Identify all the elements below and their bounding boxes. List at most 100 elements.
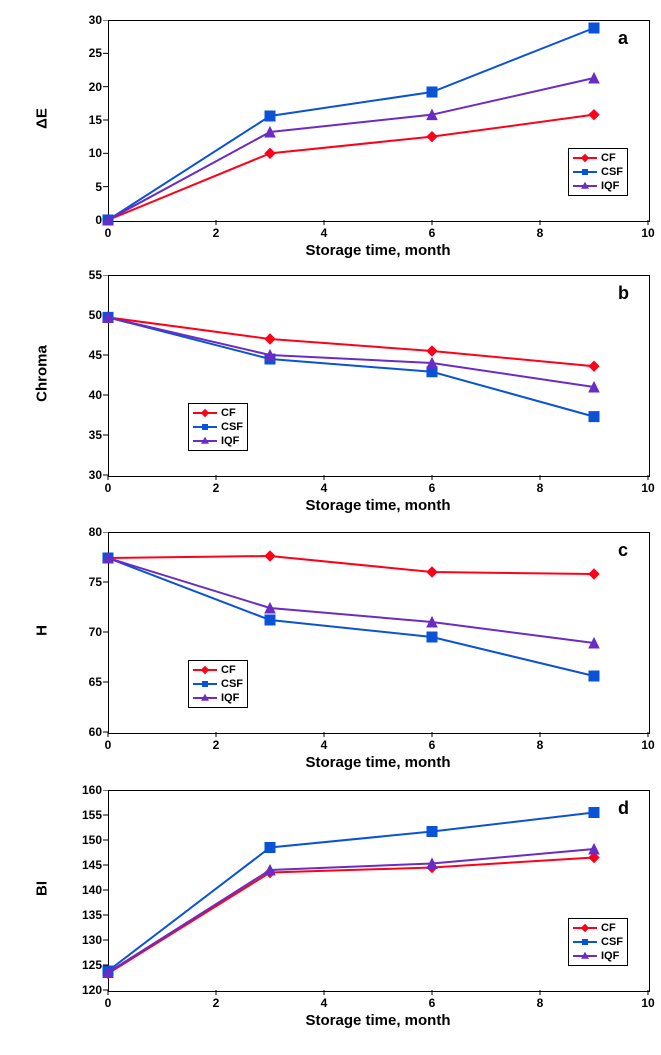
legend-line-icon: [193, 683, 217, 685]
legend-label: IQF: [221, 692, 239, 704]
y-tick-label: 70: [74, 625, 102, 639]
legend-line-icon: [193, 440, 217, 442]
x-tick-label: 4: [321, 996, 328, 1010]
chart-svg: [60, 532, 658, 742]
legend-line-icon: [573, 941, 597, 943]
legend-marker-icon: [581, 952, 589, 959]
y-axis-label: BI: [34, 859, 51, 919]
marker-CF: [589, 110, 599, 120]
x-tick-label: 0: [105, 738, 112, 752]
series-line-CSF: [108, 558, 594, 676]
chart-svg: [60, 20, 658, 230]
y-tick-label: 10: [74, 146, 102, 160]
x-tick-label: 6: [429, 996, 436, 1010]
legend-marker-icon: [202, 681, 208, 687]
series-line-CSF: [108, 813, 594, 972]
y-tick-label: 120: [74, 983, 102, 997]
legend-item-CSF: CSF: [573, 165, 623, 179]
y-tick-label: 5: [74, 180, 102, 194]
marker-CSF: [265, 615, 275, 625]
marker-CF: [265, 334, 275, 344]
marker-CSF: [589, 671, 599, 681]
legend-line-icon: [573, 927, 597, 929]
panel-a: 0246810051015202530Storage time, monthΔE…: [60, 20, 630, 275]
marker-CSF: [427, 632, 437, 642]
marker-CF: [589, 569, 599, 579]
marker-CSF: [589, 412, 599, 422]
x-tick-label: 2: [213, 996, 220, 1010]
y-tick-label: 50: [74, 308, 102, 322]
legend-marker-icon: [201, 437, 209, 444]
legend-item-CSF: CSF: [193, 677, 243, 691]
y-axis-label: H: [34, 601, 51, 661]
x-tick-label: 6: [429, 481, 436, 495]
y-tick-label: 150: [74, 833, 102, 847]
legend-item-CF: CF: [193, 663, 243, 677]
x-tick-label: 8: [537, 996, 544, 1010]
legend-label: CSF: [601, 936, 623, 948]
legend-label: IQF: [601, 180, 619, 192]
panel-b: 0246810303540455055Storage time, monthCh…: [60, 275, 630, 530]
marker-CSF: [265, 843, 275, 853]
x-axis-label: Storage time, month: [108, 497, 648, 514]
y-axis-label: Chroma: [34, 344, 51, 404]
legend-label: IQF: [601, 950, 619, 962]
y-tick-label: 135: [74, 908, 102, 922]
legend-label: CF: [601, 922, 616, 934]
x-tick-label: 4: [321, 481, 328, 495]
marker-CF: [265, 148, 275, 158]
x-tick-label: 6: [429, 226, 436, 240]
marker-CSF: [589, 808, 599, 818]
x-tick-label: 10: [641, 226, 654, 240]
y-tick-label: 75: [74, 575, 102, 589]
legend-marker-icon: [201, 694, 209, 701]
panel-d: 0246810120125130135140145150155160Storag…: [60, 790, 630, 1045]
marker-CF: [589, 361, 599, 371]
x-tick-label: 2: [213, 226, 220, 240]
y-tick-label: 30: [74, 468, 102, 482]
legend-label: CF: [601, 152, 616, 164]
marker-CF: [427, 346, 437, 356]
marker-CF: [427, 132, 437, 142]
y-tick-label: 130: [74, 933, 102, 947]
y-tick-label: 145: [74, 858, 102, 872]
x-axis-label: Storage time, month: [108, 242, 648, 259]
x-tick-label: 6: [429, 738, 436, 752]
x-tick-label: 8: [537, 481, 544, 495]
x-axis-label: Storage time, month: [108, 754, 648, 771]
legend-label: CSF: [221, 678, 243, 690]
x-tick-label: 10: [641, 738, 654, 752]
legend: CFCSFIQF: [188, 403, 248, 451]
marker-CF: [427, 567, 437, 577]
legend-marker-icon: [202, 424, 208, 430]
legend: CFCSFIQF: [568, 148, 628, 196]
y-tick-label: 160: [74, 783, 102, 797]
x-tick-label: 10: [641, 481, 654, 495]
legend-line-icon: [193, 669, 217, 671]
legend-line-icon: [193, 697, 217, 699]
series-line-CF: [108, 115, 594, 220]
y-tick-label: 15: [74, 113, 102, 127]
chart-svg: [60, 275, 658, 485]
y-axis-label: ΔE: [34, 89, 51, 149]
legend-marker-icon: [201, 409, 209, 417]
marker-CSF: [265, 111, 275, 121]
legend-line-icon: [573, 955, 597, 957]
legend: CF CSF IQF: [568, 918, 628, 966]
legend-marker-icon: [582, 939, 588, 945]
legend-item-CSF: CSF: [573, 935, 623, 949]
legend-marker-icon: [581, 924, 589, 932]
legend-marker-icon: [581, 154, 589, 162]
legend-line-icon: [573, 185, 597, 187]
x-tick-label: 4: [321, 738, 328, 752]
y-tick-label: 40: [74, 388, 102, 402]
legend-line-icon: [193, 426, 217, 428]
y-tick-label: 20: [74, 80, 102, 94]
y-tick-label: 30: [74, 13, 102, 27]
x-tick-label: 8: [537, 226, 544, 240]
x-tick-label: 4: [321, 226, 328, 240]
y-tick-label: 0: [74, 213, 102, 227]
marker-CF: [265, 551, 275, 561]
x-tick-label: 10: [641, 996, 654, 1010]
series-line-IQF: [108, 78, 594, 220]
